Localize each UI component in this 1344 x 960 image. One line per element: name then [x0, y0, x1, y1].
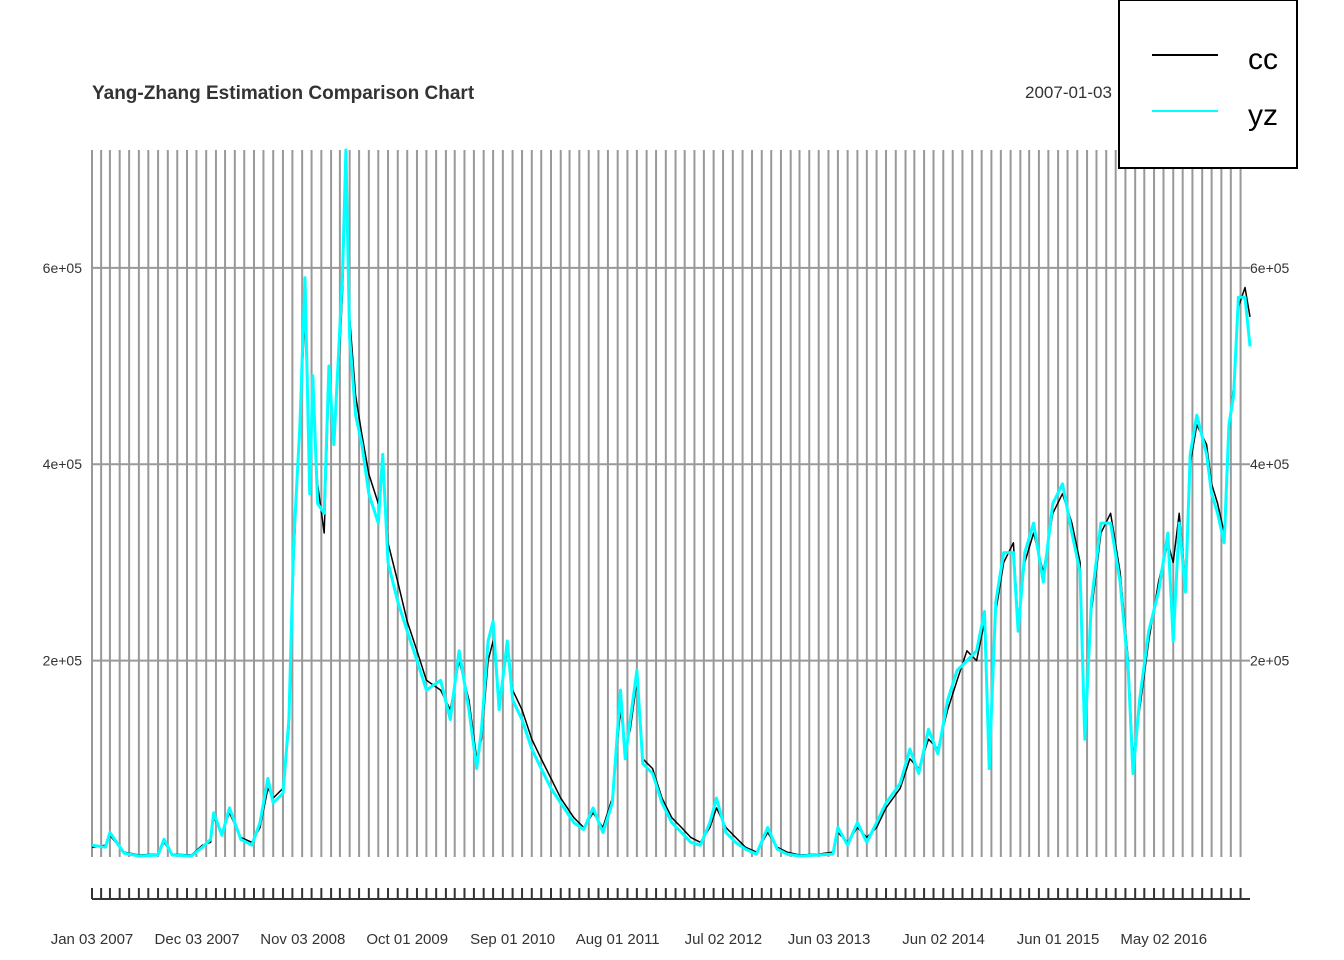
x-tick-label-8: Jun 02 2014	[902, 931, 985, 948]
y-tick-label-right-0: 2e+05	[1250, 653, 1290, 669]
x-tick-label-7: Jun 03 2013	[788, 931, 871, 948]
y-tick-label-left-1: 4e+05	[43, 456, 83, 472]
x-tick-label-3: Oct 01 2009	[366, 931, 448, 948]
y-tick-label-left-2: 6e+05	[43, 260, 83, 276]
series-layer	[91, 148, 1252, 858]
x-tick-label-1: Dec 03 2007	[155, 931, 240, 948]
x-tick-label-2: Nov 03 2008	[260, 931, 345, 948]
legend: cc yz	[1118, 0, 1298, 169]
legend-box	[1118, 0, 1298, 169]
series-line-yz	[91, 148, 1252, 858]
date-range-label: 2007-01-03	[1025, 83, 1112, 102]
x-tick-label-10: May 02 2016	[1120, 931, 1207, 948]
x-tick-label-6: Jul 02 2012	[685, 931, 763, 948]
grid	[91, 150, 1250, 857]
y-axis-left: 2e+05 4e+05 6e+05	[43, 260, 83, 669]
x-tick-label-5: Aug 01 2011	[576, 931, 660, 948]
y-tick-label-right-1: 4e+05	[1250, 456, 1290, 472]
x-tick-label-9: Jun 01 2015	[1017, 931, 1100, 948]
legend-label-yz: yz	[1248, 99, 1278, 132]
y-tick-label-left-0: 2e+05	[43, 653, 83, 669]
x-tick-label-4: Sep 01 2010	[470, 931, 555, 948]
y-axis-right: 2e+05 4e+05 6e+05	[1250, 260, 1290, 669]
x-axis: Jan 03 2007 Dec 03 2007 Nov 03 2008 Oct 01 …	[51, 888, 1250, 948]
y-tick-label-right-2: 6e+05	[1250, 260, 1290, 276]
x-tick-label-0: Jan 03 2007	[51, 931, 134, 948]
legend-label-cc: cc	[1248, 43, 1278, 76]
chart-title: Yang-Zhang Estimation Comparison Chart	[92, 83, 475, 104]
